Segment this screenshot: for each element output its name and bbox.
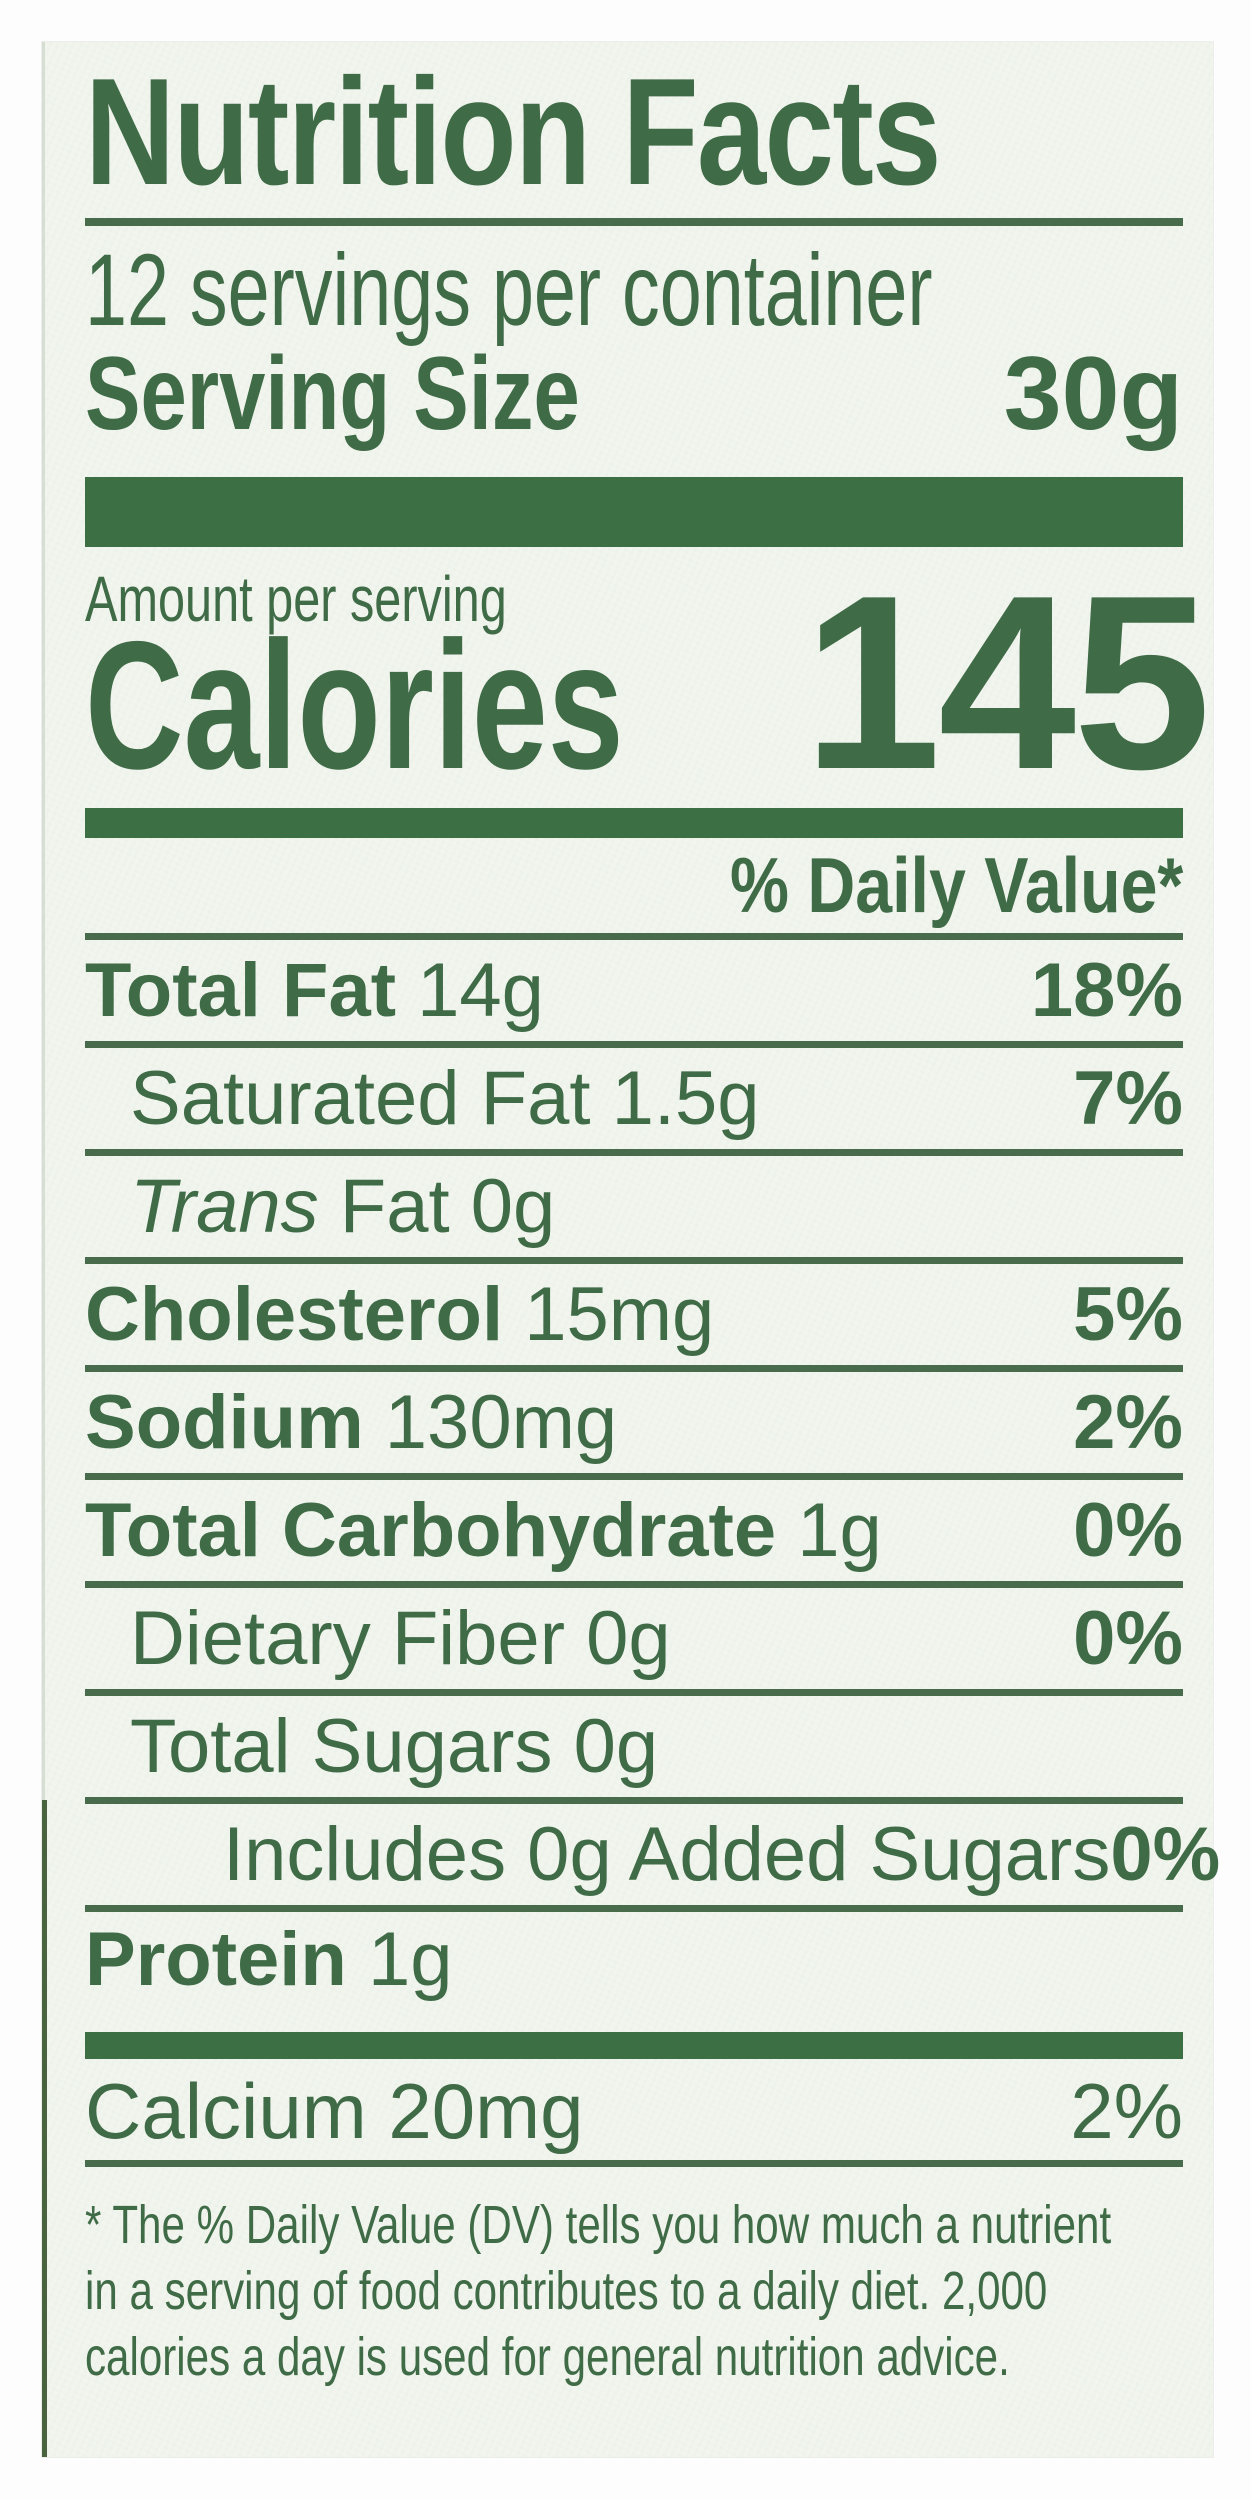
nutrient-name-italic: Trans (130, 1163, 319, 1249)
row-total-fat: Total Fat 14g 18% (85, 940, 1183, 1048)
amount-per-serving: Amount per serving (85, 563, 507, 635)
row-dietary-fiber: Dietary Fiber 0g 0% (85, 1588, 1183, 1696)
nutrient-amount: 1g (367, 1917, 453, 2002)
serving-size-value: 30g (1003, 336, 1183, 452)
nutrient-dv: 0% (1110, 1811, 1221, 1897)
label-title: Nutrition Facts (85, 47, 941, 217)
nutrient-name: Saturated Fat (130, 1055, 591, 1141)
nutrient-amount: 0g (470, 1163, 556, 1249)
row-total-sugars: Total Sugars 0g (85, 1696, 1183, 1804)
title-rule (85, 218, 1183, 226)
nutrition-facts-panel: Nutrition Facts 12 servings per containe… (42, 42, 1220, 2457)
row-cholesterol: Cholesterol 15mg 5% (85, 1264, 1183, 1372)
nutrient-dv: 2% (1073, 1379, 1183, 1465)
mineral-name: Calcium (85, 2067, 367, 2155)
footnote-line: calories a day is used for general nutri… (85, 2327, 1010, 2387)
nutrient-dv: 0% (1073, 1487, 1183, 1573)
row-total-carbohydrate: Total Carbohydrate 1g 0% (85, 1480, 1183, 1588)
nutrient-name: Cholesterol (85, 1271, 504, 1357)
nutrient-amount: 1g (797, 1487, 882, 1573)
row-protein: Protein 1g (85, 1912, 1183, 2008)
thick-bar-top (85, 477, 1183, 547)
nutrient-dv: 0% (1073, 1595, 1183, 1681)
mineral-amount: 20mg (388, 2067, 584, 2155)
row-saturated-fat: Saturated Fat 1.5g 7% (85, 1048, 1183, 1156)
daily-value-header: % Daily Value* (729, 841, 1183, 929)
nutrient-name: Total Fat (85, 947, 397, 1033)
nutrient-amount: 1.5g (611, 1055, 760, 1141)
footnote-line: * The % Daily Value (DV) tells you how m… (85, 2195, 1112, 2255)
nutrient-name: Sodium (85, 1379, 364, 1465)
row-added-sugars: Includes 0g Added Sugars 0% (85, 1804, 1220, 1912)
label-left-edge (42, 42, 45, 2457)
calories-row: Calories 145 (85, 558, 1211, 807)
nutrient-dv: 7% (1073, 1055, 1183, 1141)
nutrient-rows: Total Fat 14g 18% Saturated Fat 1.5g 7% … (85, 940, 1220, 2008)
title-block: Nutrition Facts (85, 56, 1183, 208)
footnote: * The % Daily Value (DV) tells you how m… (85, 2192, 1183, 2390)
servings-block: 12 servings per container (85, 239, 1183, 341)
calories-value: 145 (803, 543, 1211, 821)
nutrient-name: Includes 0g Added Sugars (223, 1811, 1111, 1897)
dv-header-rule (85, 933, 1183, 940)
nutrient-amount: 130mg (384, 1379, 618, 1465)
row-sodium: Sodium 130mg 2% (85, 1372, 1183, 1480)
medium-bar-calories (85, 808, 1183, 838)
nutrient-amount: 14g (417, 947, 544, 1033)
row-trans-fat: Trans Fat 0g (85, 1156, 1183, 1264)
label-left-edge-shadow (42, 1800, 47, 2457)
nutrient-amount: 0g (586, 1595, 671, 1681)
thick-bar-bottom (85, 2032, 1183, 2059)
amount-per-serving-block: Amount per serving (85, 567, 1183, 631)
nutrient-amount: 15mg (524, 1271, 715, 1357)
calories-label: Calories (85, 603, 624, 807)
footnote-line: in a serving of food contributes to a da… (85, 2261, 1048, 2321)
nutrient-name: Fat (339, 1163, 450, 1249)
nutrient-name: Total Carbohydrate (85, 1487, 777, 1573)
daily-value-header-block: % Daily Value* (85, 846, 1183, 924)
serving-size-row: Serving Size 30g (85, 342, 1183, 446)
nutrient-dv: 5% (1073, 1271, 1183, 1357)
mineral-dv: 2% (1070, 2067, 1183, 2155)
nutrient-name: Protein (85, 1917, 347, 2002)
serving-size-label: Serving Size (85, 336, 580, 452)
nutrient-amount: 0g (573, 1703, 659, 1789)
row-calcium: Calcium 20mg 2% (85, 2062, 1183, 2167)
nutrient-name: Total Sugars (130, 1703, 553, 1789)
nutrient-name: Dietary Fiber (130, 1595, 565, 1681)
nutrient-dv: 18% (1030, 947, 1183, 1033)
servings-per-container: 12 servings per container (85, 233, 933, 347)
